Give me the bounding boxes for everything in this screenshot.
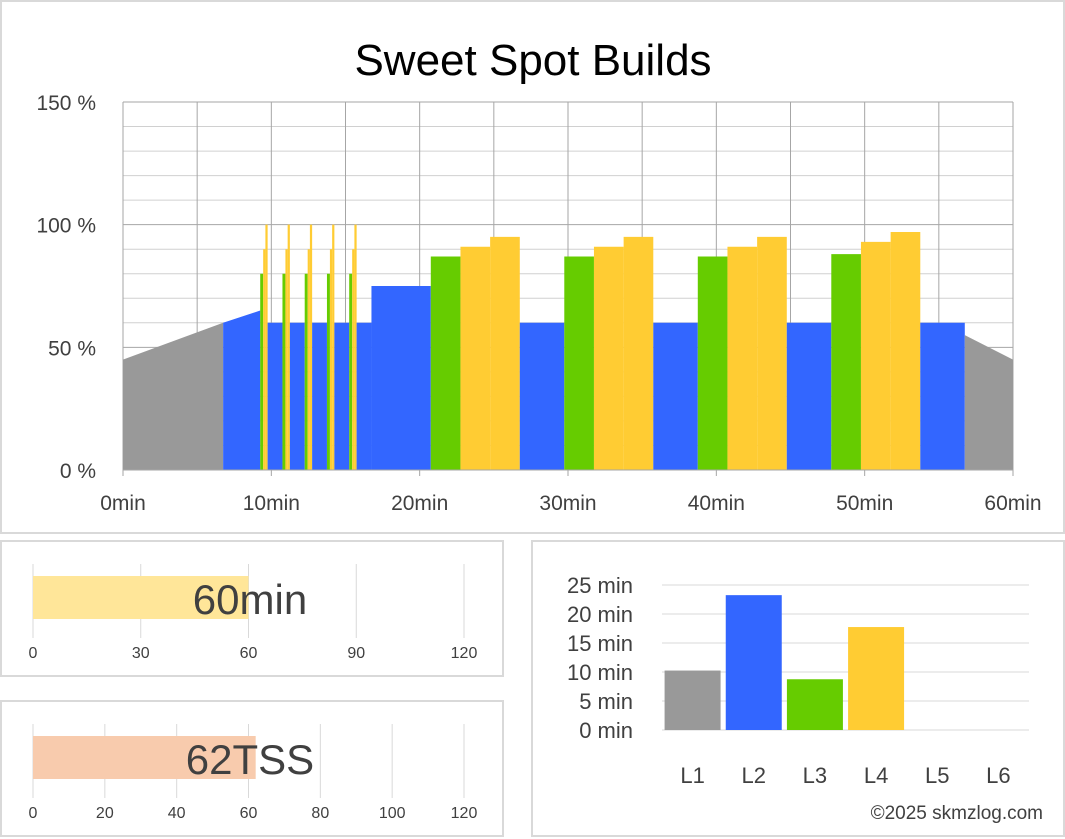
x-tick-label: L2 [742, 763, 766, 788]
interval-l4 [490, 236, 520, 470]
interval-l4 [265, 224, 268, 470]
zone-time-chart: 0 min 5 min 10 min 15 min 20 min 25 min L1 L2 L3… [567, 573, 1043, 824]
x-tick-label: 0min [100, 492, 146, 515]
interval-l3 [564, 256, 594, 470]
interval-l2 [356, 322, 372, 470]
interval-l3 [349, 273, 353, 470]
interval-l4 [329, 249, 333, 470]
y-tick-label: 50 % [48, 337, 96, 360]
interval-l4 [860, 241, 891, 470]
x-tick-label: 30 [132, 645, 150, 662]
interval-l2 [786, 322, 832, 470]
interval-l3 [430, 256, 461, 470]
tss-label: 62TSS [186, 736, 314, 783]
interval-l4 [263, 249, 266, 470]
credit-text: ©2025 skmzlog.com [871, 803, 1043, 824]
interval-l2 [519, 322, 565, 470]
x-tick-label: 90 [347, 645, 365, 662]
interval-l3 [326, 273, 330, 470]
x-tick-label: 10min [243, 492, 300, 515]
interval-l3 [282, 273, 286, 470]
x-tick-label: 0 [29, 645, 38, 662]
zone-time-panel: 0 min 5 min 10 min 15 min 20 min 25 min L1 L2 L3… [531, 540, 1065, 837]
zone-bar-l2 [725, 595, 782, 730]
y-tick-label: 0 min [579, 718, 633, 743]
interval-l4 [309, 224, 313, 470]
value-bar [33, 736, 256, 779]
interval-l2 [920, 322, 965, 470]
tss-bar-chart: 0 20 40 60 80 100 120 62TSS [29, 724, 478, 822]
x-tick-label: 80 [311, 805, 329, 822]
interval-l3 [831, 254, 861, 470]
interval-l4 [287, 224, 290, 470]
chart-title: Sweet Spot Builds [354, 36, 711, 85]
interval-l2 [312, 322, 327, 470]
y-tick-label: 150 % [36, 92, 96, 115]
interval-l4 [623, 236, 654, 470]
y-tick-label: 15 min [567, 631, 633, 656]
interval-l3 [697, 256, 728, 470]
zone-bar-l1 [664, 670, 721, 730]
x-tick-label: 60 [240, 645, 258, 662]
interval-l1 [123, 322, 224, 470]
x-tick-label: 50min [836, 492, 893, 515]
interval-l4 [332, 224, 335, 470]
x-tick-label: 120 [451, 805, 478, 822]
duration-bar-chart: 0 30 60 90 120 60min [29, 564, 478, 662]
interval-l4 [307, 249, 310, 470]
y-tick-label: 10 min [567, 660, 633, 685]
x-tick-label: 60min [984, 492, 1041, 515]
interval-l4 [352, 249, 355, 470]
interval-l2 [653, 322, 698, 470]
y-tick-label: 100 % [36, 215, 96, 238]
zone-bar-l4 [848, 627, 905, 730]
interval-l2 [289, 322, 305, 470]
x-tick-label: L6 [986, 763, 1010, 788]
y-tick-label: 0 % [60, 460, 96, 483]
zone-bar-l3 [786, 679, 843, 730]
interval-l4 [285, 249, 288, 470]
x-tick-label: 20 [96, 805, 114, 822]
interval-l4 [757, 236, 787, 470]
workout-profile-panel: Sweet Spot Builds 0min 10min 20min 30min 40m… [0, 0, 1065, 534]
interval-l2 [371, 286, 431, 470]
x-tick-label: 40 [168, 805, 186, 822]
duration-label: 60min [193, 576, 307, 623]
x-tick-label: 0 [29, 805, 38, 822]
interval-l4 [727, 246, 758, 470]
interval-l3 [260, 273, 264, 470]
tss-panel: 0 20 40 60 80 100 120 62TSS [0, 700, 504, 837]
interval-l1 [964, 335, 1013, 470]
y-tick-label: 20 min [567, 602, 633, 627]
interval-l4 [460, 246, 491, 470]
x-tick-label: L5 [925, 763, 949, 788]
x-tick-label: 20min [391, 492, 448, 515]
x-tick-label: L1 [680, 763, 704, 788]
interval-l4 [890, 232, 921, 470]
workout-profile-chart: Sweet Spot Builds 0min 10min 20min 30min 40m… [36, 36, 1041, 515]
x-tick-label: L4 [864, 763, 888, 788]
interval-l3 [304, 273, 308, 470]
x-tick-label: 120 [451, 645, 478, 662]
interval-l2 [223, 310, 261, 470]
duration-panel: 0 30 60 90 120 60min [0, 540, 504, 677]
y-tick-label: 25 min [567, 573, 633, 598]
x-tick-label: 40min [688, 492, 745, 515]
interval-l2 [267, 322, 283, 470]
x-tick-label: 60 [240, 805, 258, 822]
interval-l2 [334, 322, 350, 470]
value-bar [33, 576, 249, 619]
x-tick-label: L3 [803, 763, 827, 788]
y-tick-label: 5 min [579, 689, 633, 714]
interval-l4 [354, 224, 357, 470]
x-tick-label: 30min [539, 492, 596, 515]
x-tick-label: 100 [379, 805, 406, 822]
interval-l4 [593, 246, 624, 470]
